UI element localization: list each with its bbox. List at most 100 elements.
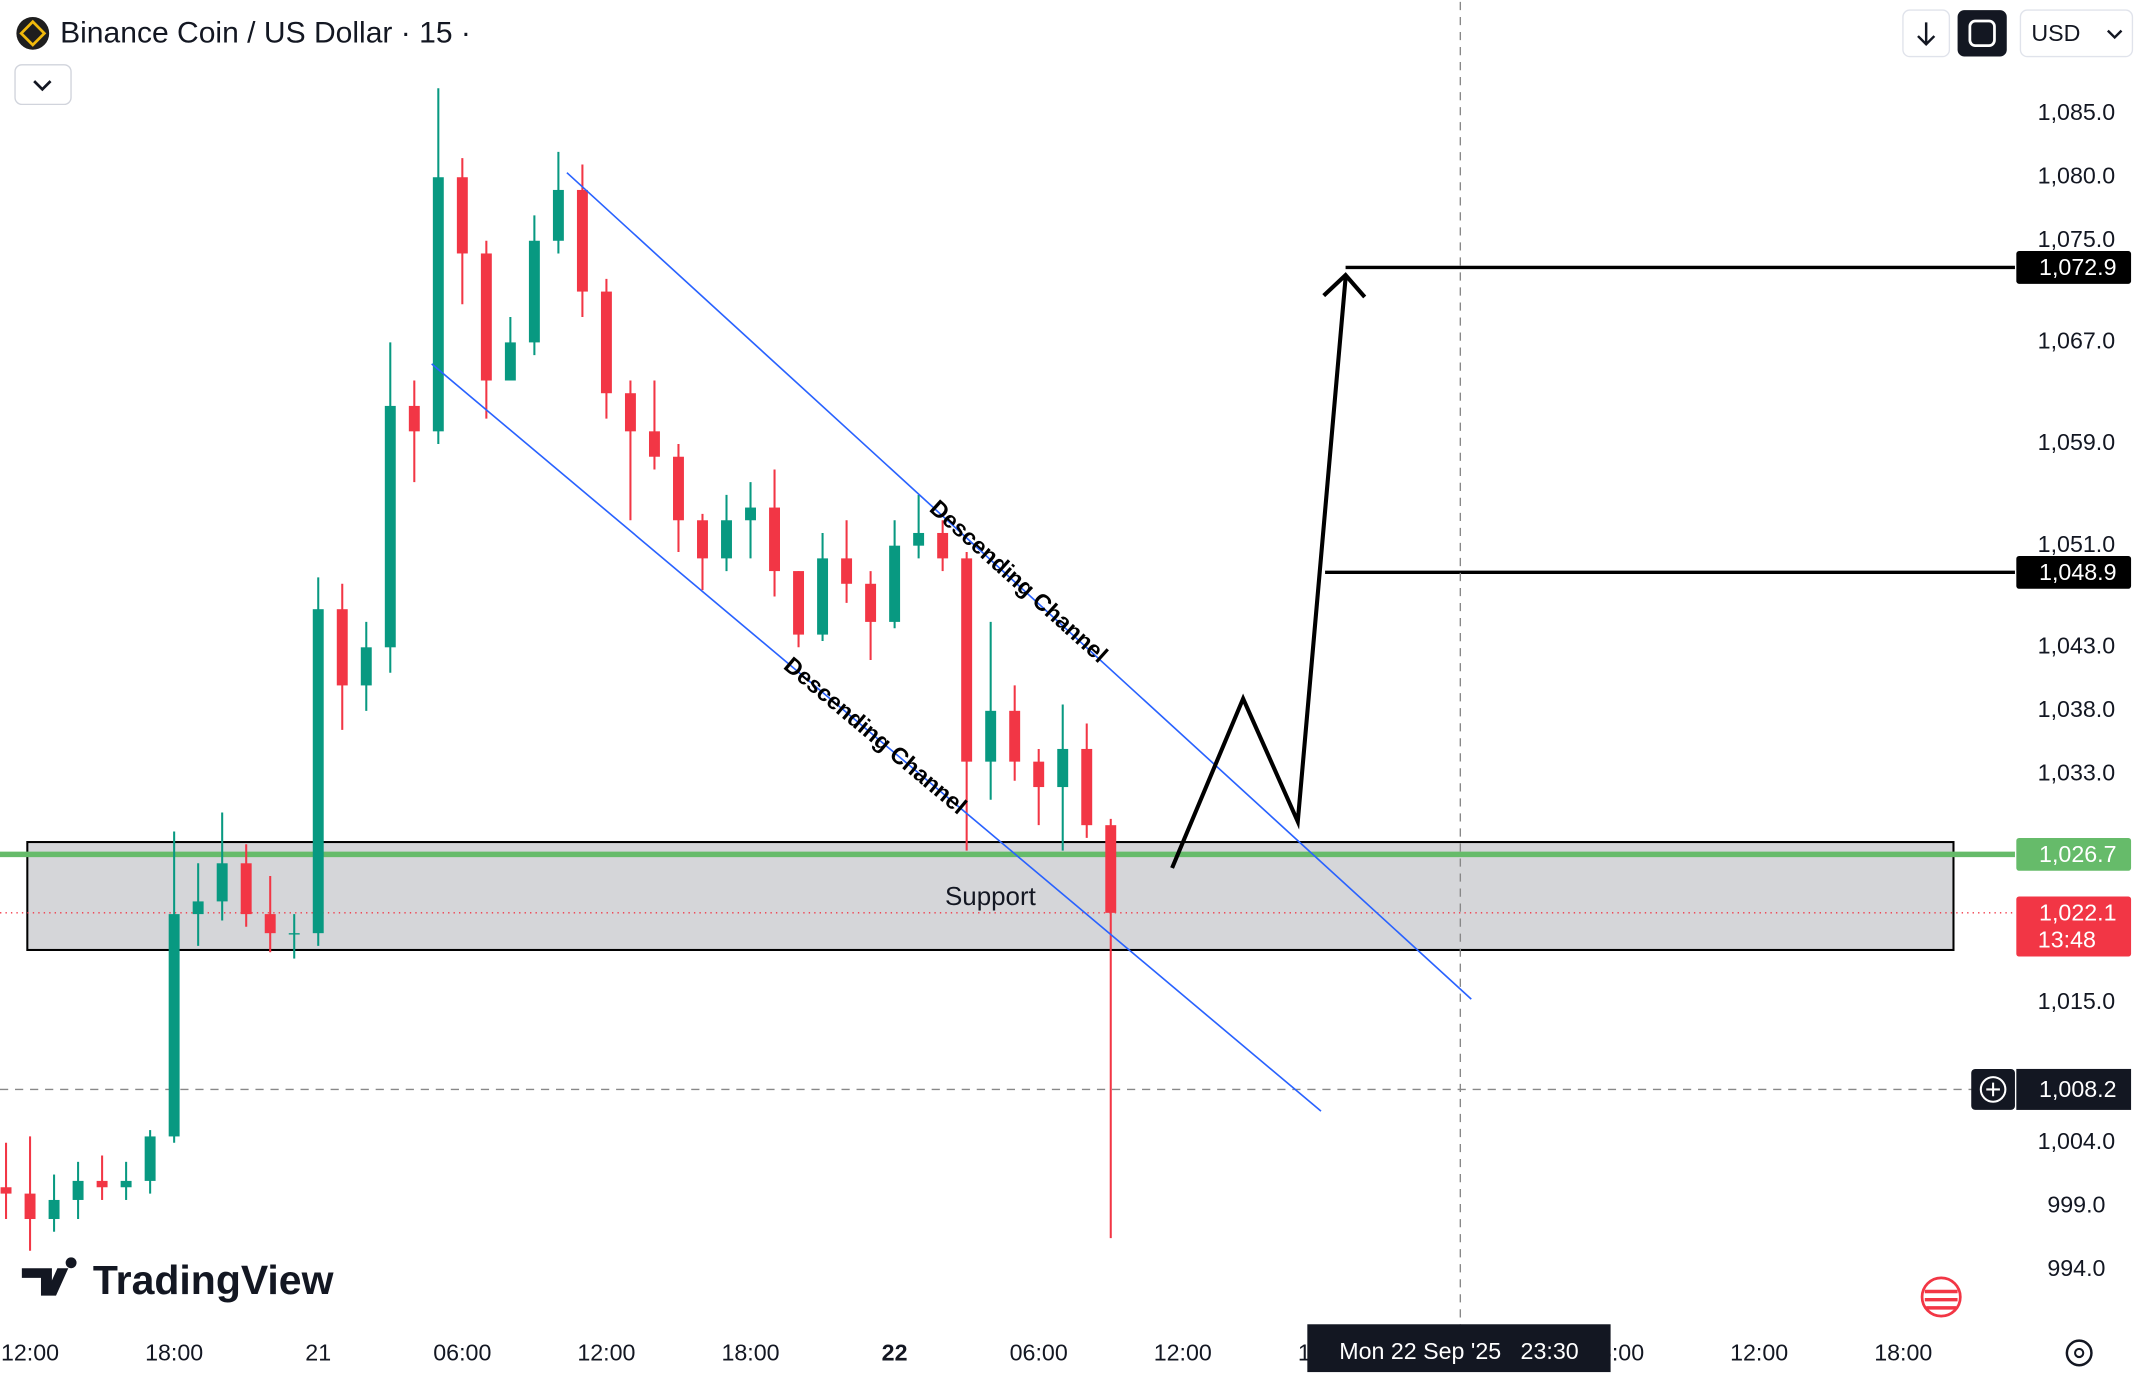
y-tick-label: 1,043.0 — [2038, 632, 2115, 658]
candle-body — [769, 507, 780, 572]
support-label: Support — [945, 883, 1037, 911]
last-price-countdown: 13:48 — [2038, 927, 2096, 953]
fullscreen-button[interactable] — [1957, 10, 2007, 57]
candle-body — [841, 558, 853, 584]
crosshair-add-icon — [1979, 1076, 2007, 1103]
settings-icon[interactable] — [2065, 1339, 2093, 1367]
candle-layer — [0, 88, 1117, 1251]
candle-body — [0, 1187, 12, 1194]
candle-body — [168, 914, 180, 1137]
currency-label: USD — [2031, 20, 2080, 46]
fullscreen-icon — [1968, 19, 1996, 47]
candle-body — [48, 1199, 60, 1220]
candle-body — [889, 545, 901, 622]
y-tick-label: 1,004.0 — [2038, 1128, 2115, 1154]
candle-body — [144, 1136, 156, 1181]
candle-body — [264, 914, 276, 934]
candle-body — [504, 342, 516, 381]
candle-body — [192, 901, 204, 915]
projection-path — [1170, 277, 1348, 869]
candle-body — [240, 863, 252, 915]
header: Binance Coin / US Dollar · 15 · USD — [6, 8, 2134, 106]
crosshair-time-label: Mon 22 Sep '25 23:30 — [1339, 1338, 1578, 1364]
candle-body — [1081, 748, 1093, 826]
y-tick-label: 1,067.0 — [2038, 328, 2115, 354]
download-icon — [1917, 22, 1936, 47]
candle-body — [480, 253, 492, 381]
price-label: 1,048.9 — [2039, 559, 2116, 585]
crosshair-price-label: 1,008.2 — [2039, 1076, 2116, 1102]
price-label-bg — [2016, 555, 2132, 589]
candle-body — [1033, 761, 1045, 788]
price-line-layer — [0, 265, 2015, 1091]
x-tick-label: 21 — [305, 1339, 331, 1365]
candle-body — [528, 240, 540, 343]
x-tick-label: 12:00 — [1154, 1339, 1212, 1365]
support-zone — [26, 841, 1955, 951]
y-tick-label: 1,075.0 — [2038, 226, 2115, 252]
candle-body — [1057, 748, 1069, 788]
candle-body — [552, 189, 564, 241]
candle-body — [1009, 710, 1021, 762]
projection-arrowhead — [1322, 272, 1367, 299]
collapse-button[interactable] — [14, 64, 72, 106]
watermark-text: TradingView — [93, 1257, 334, 1303]
channel-upper-label: Descending Channel — [925, 495, 1113, 668]
candle-body — [961, 558, 973, 762]
y-tick-label: 1,059.0 — [2038, 429, 2115, 455]
y-tick-label: 1,038.0 — [2038, 696, 2115, 722]
candle-body — [913, 532, 925, 546]
candle-body — [937, 532, 949, 559]
candle-body — [745, 507, 756, 521]
candle-body — [336, 609, 348, 686]
x-tick-label: 18:00 — [1874, 1339, 1932, 1365]
candle-body — [985, 710, 997, 762]
candle-body — [24, 1193, 36, 1220]
price-label-bg — [2016, 838, 2132, 871]
candle-body — [576, 189, 588, 292]
symbol-icon-mark — [19, 19, 47, 47]
candle-body — [288, 933, 300, 935]
flag-stripes — [1924, 1289, 1958, 1310]
crosshair-time-bg — [1307, 1324, 1611, 1373]
candle-body — [1105, 825, 1117, 913]
y-tick-label: 999.0 — [2047, 1191, 2105, 1217]
y-tick-label: 1,051.0 — [2038, 531, 2115, 557]
candle-body — [865, 583, 877, 622]
x-tick-label: 12:00 — [1730, 1339, 1788, 1365]
watermark: TradingView — [21, 1257, 334, 1303]
y-tick-label: 1,033.0 — [2038, 759, 2115, 785]
candle-body — [624, 393, 636, 432]
y-tick-label: 1,080.0 — [2038, 162, 2115, 188]
y-tick-label: 994.0 — [2047, 1255, 2105, 1281]
candle-body — [721, 520, 732, 559]
x-tick-label: 12:00 — [1, 1339, 59, 1365]
axis-layer: 1,085.0 1,080.0 1,075.0 1,067.0 1,059.0 1,051… — [1, 99, 2132, 1373]
x-tick-label: 18:00 — [145, 1339, 203, 1365]
candle-body — [600, 291, 612, 394]
candle-body — [697, 520, 708, 559]
candle-body — [216, 863, 228, 902]
header-bg — [6, 8, 502, 58]
symbol-title: Binance Coin / US Dollar · 15 · — [60, 17, 471, 50]
crosshair-price-bg — [2016, 1068, 2132, 1110]
last-price-label: 1,022.1 — [2039, 899, 2116, 925]
price-label: 1,026.7 — [2039, 841, 2116, 867]
y-tick-label: 1,015.0 — [2038, 988, 2115, 1014]
candle-body — [360, 647, 372, 686]
crosshair-add-plus — [1986, 1082, 2000, 1097]
currency-button[interactable] — [2019, 9, 2134, 58]
candle-body — [120, 1180, 132, 1188]
candle-body — [456, 177, 468, 254]
candle-body — [408, 405, 420, 432]
candle-body — [96, 1180, 108, 1188]
flag-icon[interactable] — [1920, 1276, 1962, 1318]
candle-body — [72, 1180, 84, 1200]
candle-body — [793, 571, 805, 635]
candle-body — [673, 456, 684, 521]
price-label-bg — [2016, 251, 2132, 284]
candle-body — [817, 558, 829, 635]
footer-icons — [1920, 1276, 2093, 1367]
